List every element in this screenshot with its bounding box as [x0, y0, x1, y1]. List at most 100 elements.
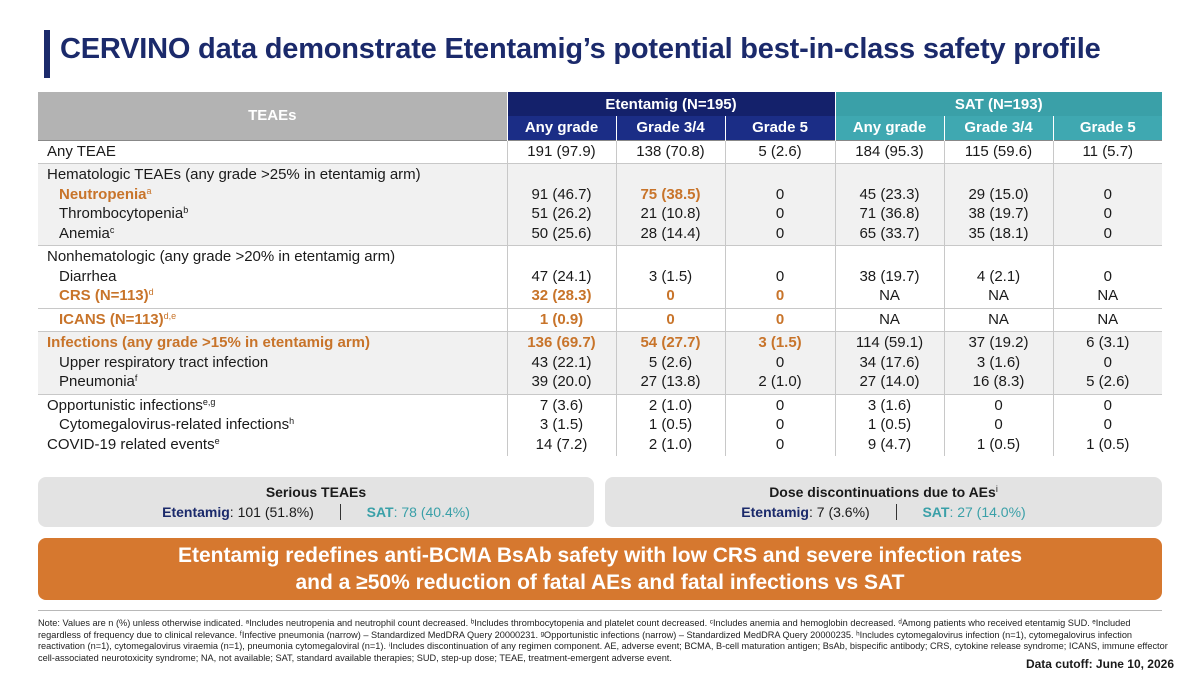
dose-discontinuations-title: Dose discontinuations due to AEs: [769, 484, 996, 500]
row-label: Infections (any grade >15% in etentamig …: [47, 333, 507, 353]
title-accent-bar: [44, 30, 50, 78]
serious-teaes-box: Serious TEAEs Etentamig: 101 (51.8%) SAT…: [38, 477, 594, 527]
table-cell: 6 (3.1): [1086, 334, 1130, 351]
table-cell: 3 (1.6): [976, 353, 1021, 371]
table-cell: 0: [775, 435, 785, 453]
table-cell: 0: [775, 267, 785, 285]
row-label: Any TEAE: [47, 142, 507, 162]
table-cell: 5 (2.6): [758, 142, 802, 160]
table-cell: 34 (17.6): [859, 353, 920, 371]
table-cell: 1 (0.9): [539, 310, 584, 328]
footnote-marker: h: [289, 416, 295, 426]
row-label: Diarrhea: [47, 267, 507, 287]
table-row-group: Any TEAE 191 (97.9) 138 (70.8) 5 (2.6) 184 (…: [38, 139, 1162, 164]
table-cell: 29 (15.0): [968, 185, 1029, 203]
dose-sat-value: : 27 (14.0%): [949, 504, 1026, 520]
sat-any-grade-header: Any grade: [834, 116, 944, 140]
table-cell: 191 (97.9): [527, 142, 596, 160]
table-cell: 1 (0.5): [648, 416, 693, 433]
table-cell: 45 (23.3): [859, 185, 920, 203]
table-cell: 3 (1.6): [867, 396, 912, 414]
table-cell: [836, 247, 944, 267]
table-cell: 0: [1103, 416, 1112, 433]
row-label-text: Hematologic TEAEs (any grade >25% in ete…: [47, 166, 421, 183]
table-cell: 54 (27.7): [640, 334, 701, 351]
table-row-group: ICANS (N=113)d,e 1 (0.9) 0 0 NA NA NA: [38, 307, 1162, 332]
row-label: COVID-19 related eventse: [47, 435, 507, 455]
table-cell: 0: [775, 310, 785, 328]
table-cell: [726, 247, 835, 267]
row-label: Anemiac: [47, 224, 507, 244]
footnote-divider: [38, 610, 1162, 611]
row-label-text: Neutropenia: [59, 185, 147, 203]
table-cell: 1 (0.5): [867, 416, 912, 433]
table-cell: 0: [994, 396, 1003, 414]
table-cell: 1 (0.5): [976, 435, 1021, 453]
page-title: CERVINO data demonstrate Etentamig’s pot…: [60, 33, 1101, 65]
footnote-marker: i: [995, 484, 998, 494]
table-cell: 0: [775, 185, 785, 203]
banner-line-2: and a ≥50% reduction of fatal AEs and fa…: [295, 571, 905, 594]
divider: [895, 504, 897, 520]
row-label-text: Cytomegalovirus-related infections: [59, 416, 290, 433]
banner-line-1: Etentamig redefines anti-BCMA BsAb safet…: [177, 544, 1023, 567]
etentamig-grade5-header: Grade 5: [724, 116, 835, 140]
table-cell: 0: [1103, 224, 1112, 242]
footnote-marker: e,g: [202, 396, 216, 407]
teae-column-header: TEAEs: [38, 92, 507, 140]
dose-etentamig-label: Etentamig: [741, 504, 809, 520]
table-cell: 114 (59.1): [855, 334, 924, 351]
table-cell: 38 (19.7): [859, 267, 920, 285]
table-cell: 0: [666, 287, 675, 304]
serious-sat-value: : 78 (40.4%): [393, 504, 470, 520]
table-cell: 0: [1103, 353, 1112, 371]
table-cell: 51 (26.2): [531, 205, 592, 222]
sat-grade5-header: Grade 5: [1052, 116, 1162, 140]
table-cell: 75 (38.5): [640, 185, 701, 203]
row-label: Neutropeniaa: [47, 185, 507, 205]
table-cell: 0: [775, 416, 785, 433]
table-cell: 1 (0.5): [1086, 435, 1130, 453]
table-cell: 21 (10.8): [640, 205, 701, 222]
table-cell: [1054, 247, 1163, 267]
table-cell: 2 (1.0): [758, 373, 802, 390]
table-cell: 136 (69.7): [527, 334, 596, 351]
table-cell: 0: [666, 310, 675, 328]
table-cell: NA: [988, 310, 1009, 328]
row-label-text: Anemia: [59, 224, 110, 242]
serious-sat-label: SAT: [366, 504, 394, 520]
row-label-text: COVID-19 related events: [47, 435, 215, 453]
table-cell: 38 (19.7): [968, 205, 1029, 222]
table-cell: NA: [1097, 287, 1119, 304]
table-cell: 3 (1.5): [539, 416, 584, 433]
row-label-text: Opportunistic infections: [47, 396, 203, 414]
table-cell: NA: [988, 287, 1009, 304]
table-row-group: Nonhematologic (any grade >20% in etenta…: [38, 245, 1163, 308]
footnote-marker: a: [146, 185, 152, 196]
table-cell: [945, 165, 1053, 185]
footnote-marker: d: [148, 287, 154, 297]
row-label-text: Thrombocytopenia: [59, 205, 184, 222]
table-cell: 27 (13.8): [640, 373, 701, 390]
table-cell: 14 (7.2): [535, 435, 588, 453]
row-label-text: Any TEAE: [47, 142, 116, 160]
sat-arm-header: SAT (N=193): [834, 92, 1162, 116]
row-label-text: Pneumonia: [59, 373, 135, 390]
dose-etentamig-value: : 7 (3.6%): [808, 504, 870, 520]
table-row-group: Infections (any grade >15% in etentamig …: [38, 331, 1162, 394]
serious-etentamig-value: : 101 (51.8%): [229, 504, 314, 520]
table-row-group: Hematologic TEAEs (any grade >25% in ete…: [38, 163, 1162, 246]
data-cutoff: Data cutoff: June 10, 2026: [1025, 657, 1174, 671]
row-label-text: ICANS (N=113): [59, 310, 164, 328]
teae-table: TEAEs Etentamig (N=195) SAT (N=193) Any …: [38, 92, 1162, 456]
row-label-text: CRS (N=113): [59, 287, 149, 304]
table-cell: NA: [879, 287, 900, 304]
table-cell: 65 (33.7): [859, 224, 920, 242]
divider: [339, 504, 341, 520]
row-label: ICANS (N=113)d,e: [47, 310, 507, 330]
footnote-marker: d,e: [163, 310, 177, 321]
table-cell: 0: [1103, 185, 1112, 203]
table-cell: [617, 165, 725, 185]
footnote-marker: e: [214, 435, 220, 446]
footnote-marker: b: [183, 205, 189, 215]
